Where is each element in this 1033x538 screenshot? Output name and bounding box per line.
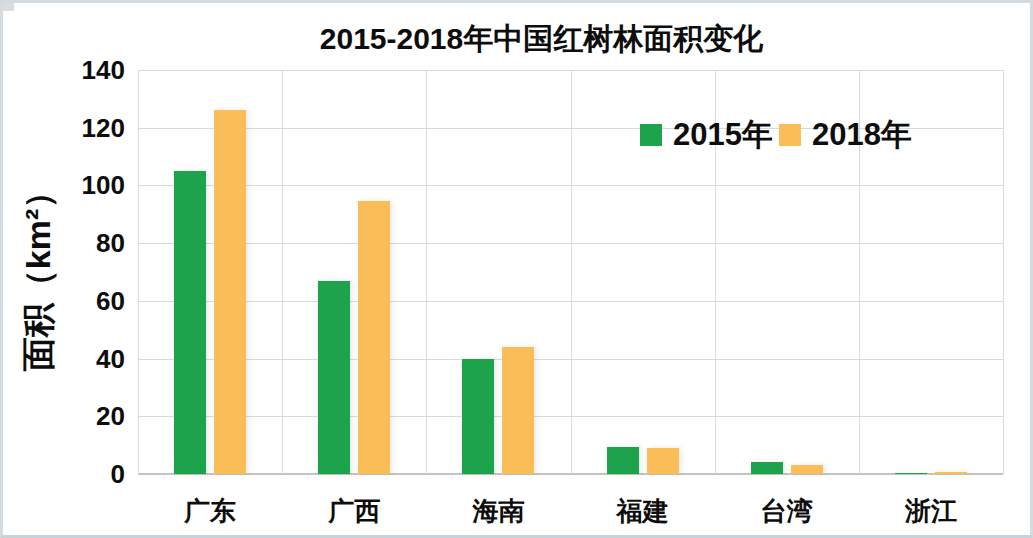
bar-series1-cat5 (935, 472, 967, 474)
x-label-4: 台湾 (761, 494, 813, 529)
y-tick-label-40: 40 (3, 346, 125, 372)
gridline-x-2 (426, 70, 427, 474)
chart-title: 2015-2018年中国红树林面积变化 (53, 19, 1030, 60)
bar-series1-cat1 (358, 201, 390, 474)
chart-canvas: 2015-2018年中国红树林面积变化 面积（km²） 0 20 40 60 80 100… (0, 0, 1033, 538)
x-label-5: 浙江 (905, 494, 957, 529)
bar-series0-cat2 (462, 359, 494, 474)
y-tick-label-0: 0 (3, 461, 125, 487)
legend-label-0: 2015年 (673, 119, 773, 150)
y-tick-label-140: 140 (3, 57, 125, 83)
gridline-x-1 (282, 70, 283, 474)
x-label-2: 海南 (472, 494, 524, 529)
y-tick-label-100: 100 (3, 172, 125, 198)
bar-series1-cat2 (502, 347, 534, 474)
legend-item-1: 2018年 (779, 119, 912, 150)
gridline-x-6 (1003, 70, 1004, 474)
x-label-1: 广西 (328, 494, 380, 529)
bar-series0-cat5 (895, 473, 927, 474)
legend-item-0: 2015年 (640, 119, 773, 150)
gridline-x-3 (571, 70, 572, 474)
y-tick-label-20: 20 (3, 403, 125, 429)
legend-swatch-0 (640, 124, 662, 146)
bar-series1-cat0 (214, 110, 246, 474)
legend: 2015年 2018年 (640, 119, 918, 150)
y-axis-title: 面积（km²） (16, 175, 62, 371)
legend-swatch-1 (779, 124, 801, 146)
gridline-x-0 (138, 70, 139, 474)
x-label-3: 福建 (617, 494, 669, 529)
y-tick-label-80: 80 (3, 230, 125, 256)
x-label-0: 广东 (184, 494, 236, 529)
y-tick-label-120: 120 (3, 115, 125, 141)
bar-series1-cat3 (647, 448, 679, 474)
corner-handle (3, 3, 14, 11)
bar-series0-cat3 (607, 447, 639, 474)
bar-series0-cat4 (751, 462, 783, 474)
bar-series0-cat1 (318, 281, 350, 474)
y-tick-label-60: 60 (3, 288, 125, 314)
bar-series0-cat0 (174, 171, 206, 474)
legend-label-1: 2018年 (812, 119, 912, 150)
bar-series1-cat4 (791, 465, 823, 474)
